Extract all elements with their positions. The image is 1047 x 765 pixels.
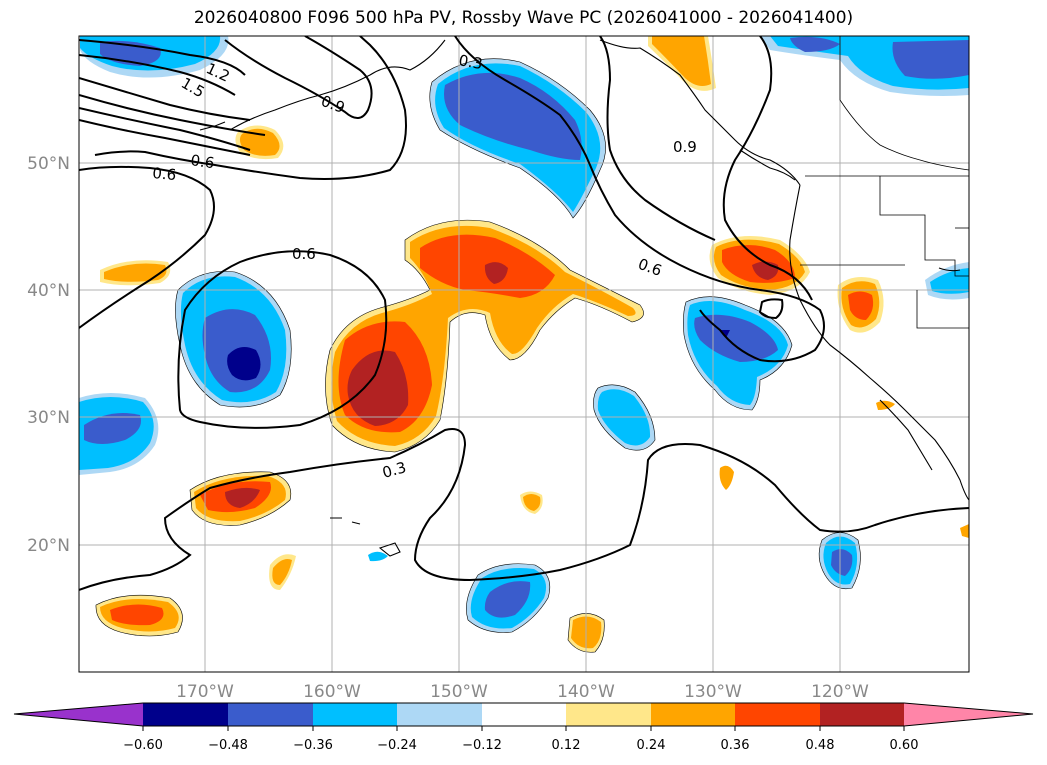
contour-label: 0.6 [152,164,177,184]
colorbar-tick-label: 0.48 [806,738,835,753]
positive-anomaly-canada [648,36,716,91]
colorbar-swatch [228,703,313,726]
contour-label: 0.9 [673,138,697,156]
longitude-labels: 170°W 160°W 150°W 140°W 130°W 120°W [176,682,869,702]
positive-anomaly-hawaii-west [269,554,296,590]
negative-anomaly-northeast [760,36,969,96]
colorbar-tick-label: 0.36 [721,738,750,753]
colorbar-swatch [143,703,228,726]
positive-anomaly-edge [960,524,969,538]
lon-label-150w: 150°W [430,682,488,702]
colorbar-tick-label: −0.60 [123,738,163,753]
lon-label-140w: 140°W [557,682,615,702]
lat-label-20n: 20°N [27,536,70,556]
contour-label: 0.3 [457,51,484,73]
positive-anomaly-central [325,220,644,452]
colorbar-swatch [820,703,904,726]
colorbar-tick-label: −0.12 [462,738,502,753]
colorbar-tick-label: 0.24 [637,738,666,753]
colorbar: −0.60 −0.48 −0.36 −0.24 −0.12 0.12 0.24 … [13,702,1034,753]
colorbar-swatch [566,703,651,726]
colorbar-swatch [735,703,820,726]
positive-anomaly-southwest [190,471,291,526]
coastlines [199,39,969,557]
contour-label: 0.6 [189,151,215,172]
lat-label-50n: 50°N [27,154,70,174]
colorbar-swatch [313,703,397,726]
negative-anomaly-west-edge [79,393,159,475]
positive-anomaly-california [837,276,884,333]
lon-label-120w: 120°W [811,682,869,702]
pv-contours [79,36,969,591]
negative-anomaly-gulf-of-alaska [429,58,606,219]
colorbar-swatch [651,703,735,726]
colorbar-extend-low [14,703,143,726]
positive-anomaly-small-east [719,465,734,490]
positive-anomaly-off-oregon [709,236,810,295]
colorbar-swatch [397,703,482,726]
map-area: 1.2 1.5 0.9 0.3 0.9 0.6 0.6 0.6 0.6 0.3 [79,36,969,672]
lat-label-30n: 30°N [27,408,70,428]
contour-label: 0.6 [292,245,316,263]
positive-anomaly-small-center [520,491,543,514]
colorbar-ticks [142,726,905,731]
contour-label: 0.3 [380,458,408,482]
anomaly-outlines [95,58,861,653]
latitude-labels: 50°N 40°N 30°N 20°N [27,154,70,556]
negative-anomaly-south [466,563,550,633]
negative-anomaly-central-west [175,271,292,408]
political-borders [800,36,969,329]
negative-anomaly-northwest [80,36,229,78]
negative-anomaly-hawaii [368,551,388,562]
lon-label-170w: 170°W [176,682,234,702]
lon-label-130w: 130°W [684,682,742,702]
lat-label-40n: 40°N [27,281,70,301]
colorbar-tick-label: −0.48 [208,738,248,753]
colorbar-tick-label: −0.36 [293,738,333,753]
colorbar-swatch [482,703,566,726]
map-frame [78,35,970,673]
colorbar-tick-label: 0.60 [890,738,919,753]
colorbar-tick-label: 0.12 [552,738,581,753]
graticule [79,36,969,672]
colorbar-extend-high [904,703,1033,726]
map-title: 2026040800 F096 500 hPa PV, Rossby Wave … [193,8,854,28]
colorbar-tick-label: −0.24 [377,738,417,753]
positive-anomaly-south-west [95,595,183,636]
lon-label-160w: 160°W [303,682,361,702]
